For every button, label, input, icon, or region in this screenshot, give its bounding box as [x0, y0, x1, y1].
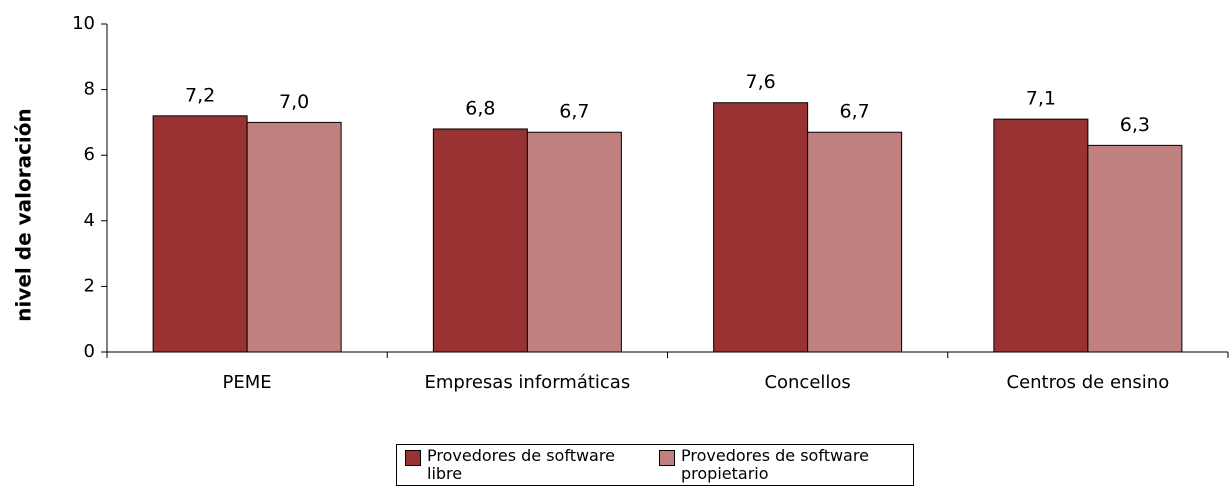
data-label: 6,7: [559, 101, 589, 123]
data-label: 7,0: [279, 91, 309, 113]
legend-swatch: [405, 450, 421, 466]
y-tick-label: 8: [84, 79, 95, 100]
x-tick-label: Concellos: [764, 372, 851, 393]
legend-label: Provedores de software libre: [427, 446, 615, 483]
data-label: 6,3: [1120, 114, 1150, 136]
y-tick-label: 0: [84, 341, 95, 362]
x-tick-label: PEME: [222, 372, 272, 393]
y-tick-label: 4: [84, 210, 95, 231]
bar: [1087, 144, 1183, 353]
bar: [713, 102, 809, 353]
bar: [993, 118, 1089, 353]
bar: [246, 121, 342, 353]
data-label: 6,8: [465, 97, 495, 119]
legend: Provedores de software libre Provedores d…: [396, 444, 914, 486]
y-tick-label: 10: [72, 13, 95, 34]
data-label: 7,2: [185, 84, 215, 106]
data-label: 7,6: [746, 71, 776, 93]
data-label: 7,1: [1026, 88, 1056, 110]
legend-swatch: [659, 450, 675, 466]
bar: [432, 128, 528, 353]
legend-label: Provedores de software propietario: [681, 446, 869, 483]
legend-entry: Provedores de software propietario: [655, 447, 909, 483]
bar: [526, 131, 622, 353]
x-tick-label: Empresas informáticas: [424, 372, 631, 393]
bar: [152, 115, 248, 353]
data-label: 6,7: [840, 101, 870, 123]
y-axis-label: nivel de valoración: [12, 108, 36, 322]
bar: [807, 131, 903, 353]
y-tick-label: 2: [84, 275, 95, 296]
x-tick-label: Centros de ensino: [1006, 372, 1170, 393]
y-tick-label: 6: [84, 144, 95, 165]
legend-entry: Provedores de software libre: [401, 447, 655, 483]
